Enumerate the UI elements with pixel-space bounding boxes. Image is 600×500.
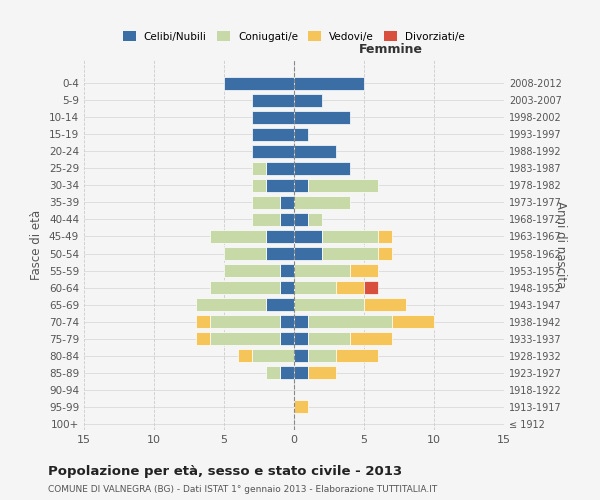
Bar [294,264,350,277]
Bar [196,332,210,345]
Bar [294,162,350,174]
Bar [294,298,364,311]
Bar [266,179,294,192]
Bar [266,298,294,311]
Bar [294,350,308,362]
Bar [280,366,294,379]
Bar [252,128,294,140]
Bar [294,332,308,345]
Bar [266,162,294,174]
Bar [252,350,294,362]
Bar [294,281,336,294]
Bar [294,213,308,226]
Bar [378,247,392,260]
Bar [210,230,266,243]
Y-axis label: Fasce di età: Fasce di età [31,210,43,280]
Bar [280,316,294,328]
Bar [294,400,308,413]
Bar [378,230,392,243]
Bar [364,298,406,311]
Bar [224,77,294,90]
Bar [364,281,378,294]
Bar [294,230,322,243]
Bar [210,281,280,294]
Bar [224,264,280,277]
Bar [294,111,350,124]
Bar [294,128,308,140]
Bar [252,111,294,124]
Bar [196,298,266,311]
Bar [294,196,350,209]
Bar [252,145,294,158]
Text: COMUNE DI VALNEGRA (BG) - Dati ISTAT 1° gennaio 2013 - Elaborazione TUTTITALIA.I: COMUNE DI VALNEGRA (BG) - Dati ISTAT 1° … [48,485,437,494]
Bar [280,213,294,226]
Bar [252,94,294,106]
Bar [308,179,378,192]
Y-axis label: Anni di nascita: Anni di nascita [554,202,567,288]
Bar [308,332,350,345]
Bar [294,366,308,379]
Bar [196,316,210,328]
Text: Popolazione per età, sesso e stato civile - 2013: Popolazione per età, sesso e stato civil… [48,465,402,478]
Bar [308,213,322,226]
Bar [252,196,280,209]
Bar [224,247,266,260]
Bar [280,281,294,294]
Bar [266,247,294,260]
Bar [308,350,336,362]
Bar [210,316,280,328]
Legend: Celibi/Nubili, Coniugati/e, Vedovi/e, Divorziati/e: Celibi/Nubili, Coniugati/e, Vedovi/e, Di… [120,28,468,44]
Bar [210,332,280,345]
Bar [322,247,378,260]
Bar [294,77,364,90]
Bar [308,366,336,379]
Bar [252,213,280,226]
Bar [294,247,322,260]
Bar [392,316,434,328]
Bar [294,179,308,192]
Bar [280,264,294,277]
Bar [252,162,266,174]
Bar [294,94,322,106]
Bar [308,316,392,328]
Bar [266,366,280,379]
Bar [322,230,378,243]
Bar [294,145,336,158]
Bar [336,281,364,294]
Bar [350,332,392,345]
Bar [294,316,308,328]
Bar [280,332,294,345]
Bar [238,350,252,362]
Bar [280,196,294,209]
Bar [266,230,294,243]
Bar [350,264,378,277]
Text: Femmine: Femmine [359,44,422,57]
Bar [336,350,378,362]
Bar [252,179,266,192]
